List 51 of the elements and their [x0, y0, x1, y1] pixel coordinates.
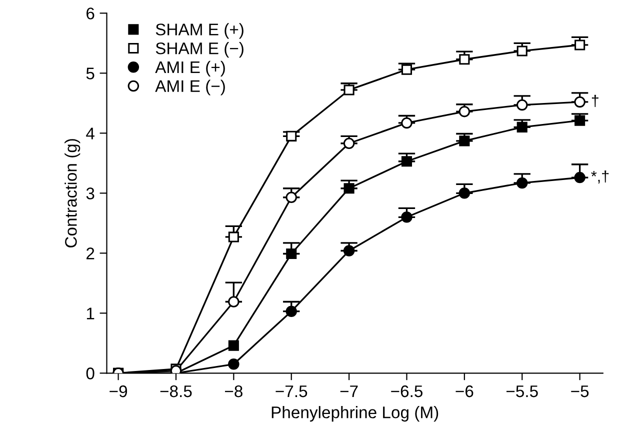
point	[401, 212, 412, 223]
legend-label: SHAM E (−)	[156, 42, 244, 58]
y-tick-label: 4	[86, 128, 94, 140]
point	[401, 64, 412, 75]
x-tick-label: −5	[571, 386, 589, 398]
legend-label: SHAM E (+)	[156, 23, 244, 39]
legend-label: AMI E (−)	[155, 80, 225, 96]
y-tick-label: 2	[86, 248, 94, 260]
y-tick-label: 0	[86, 368, 94, 380]
point	[343, 138, 355, 149]
point	[574, 40, 586, 50]
x-axis-title: Phenylephrine Log (M)	[272, 406, 438, 422]
point	[574, 96, 586, 108]
point	[286, 248, 297, 260]
point	[286, 306, 297, 317]
annotation: †	[592, 94, 598, 107]
x-tick-label: −7.5	[276, 386, 308, 398]
annotation: *,†	[591, 170, 609, 184]
point	[459, 136, 470, 146]
point	[286, 192, 297, 203]
y-tick-label: 3	[86, 188, 94, 200]
y-axis-title: Contraction (g)	[64, 139, 80, 248]
legend-label: AMI E (+)	[155, 60, 225, 76]
x-tick-label: −8.5	[160, 385, 192, 398]
x-tick-label: −8	[224, 385, 242, 398]
point	[401, 117, 412, 129]
point	[516, 177, 528, 189]
y-tick-label: 1	[86, 308, 94, 320]
point	[516, 46, 528, 56]
x-tick-label: −6	[456, 385, 474, 398]
point	[343, 245, 355, 256]
x-tick-label: −5.5	[506, 386, 538, 398]
point	[401, 156, 412, 167]
point	[228, 358, 240, 370]
point	[458, 188, 470, 199]
point	[344, 84, 354, 96]
x-tick-label: −9	[110, 385, 128, 398]
point	[574, 172, 586, 184]
y-tick-label: 5	[86, 68, 94, 80]
point	[459, 54, 470, 65]
x-tick-label: −6.5	[391, 385, 422, 398]
point	[228, 340, 239, 351]
point	[228, 232, 239, 242]
point	[516, 99, 528, 111]
point	[458, 106, 470, 118]
x-tick-label: −7	[340, 386, 358, 398]
point	[228, 296, 240, 308]
point	[286, 130, 297, 142]
point	[344, 183, 354, 194]
y-tick-label: 6	[86, 8, 94, 20]
point	[516, 122, 528, 132]
